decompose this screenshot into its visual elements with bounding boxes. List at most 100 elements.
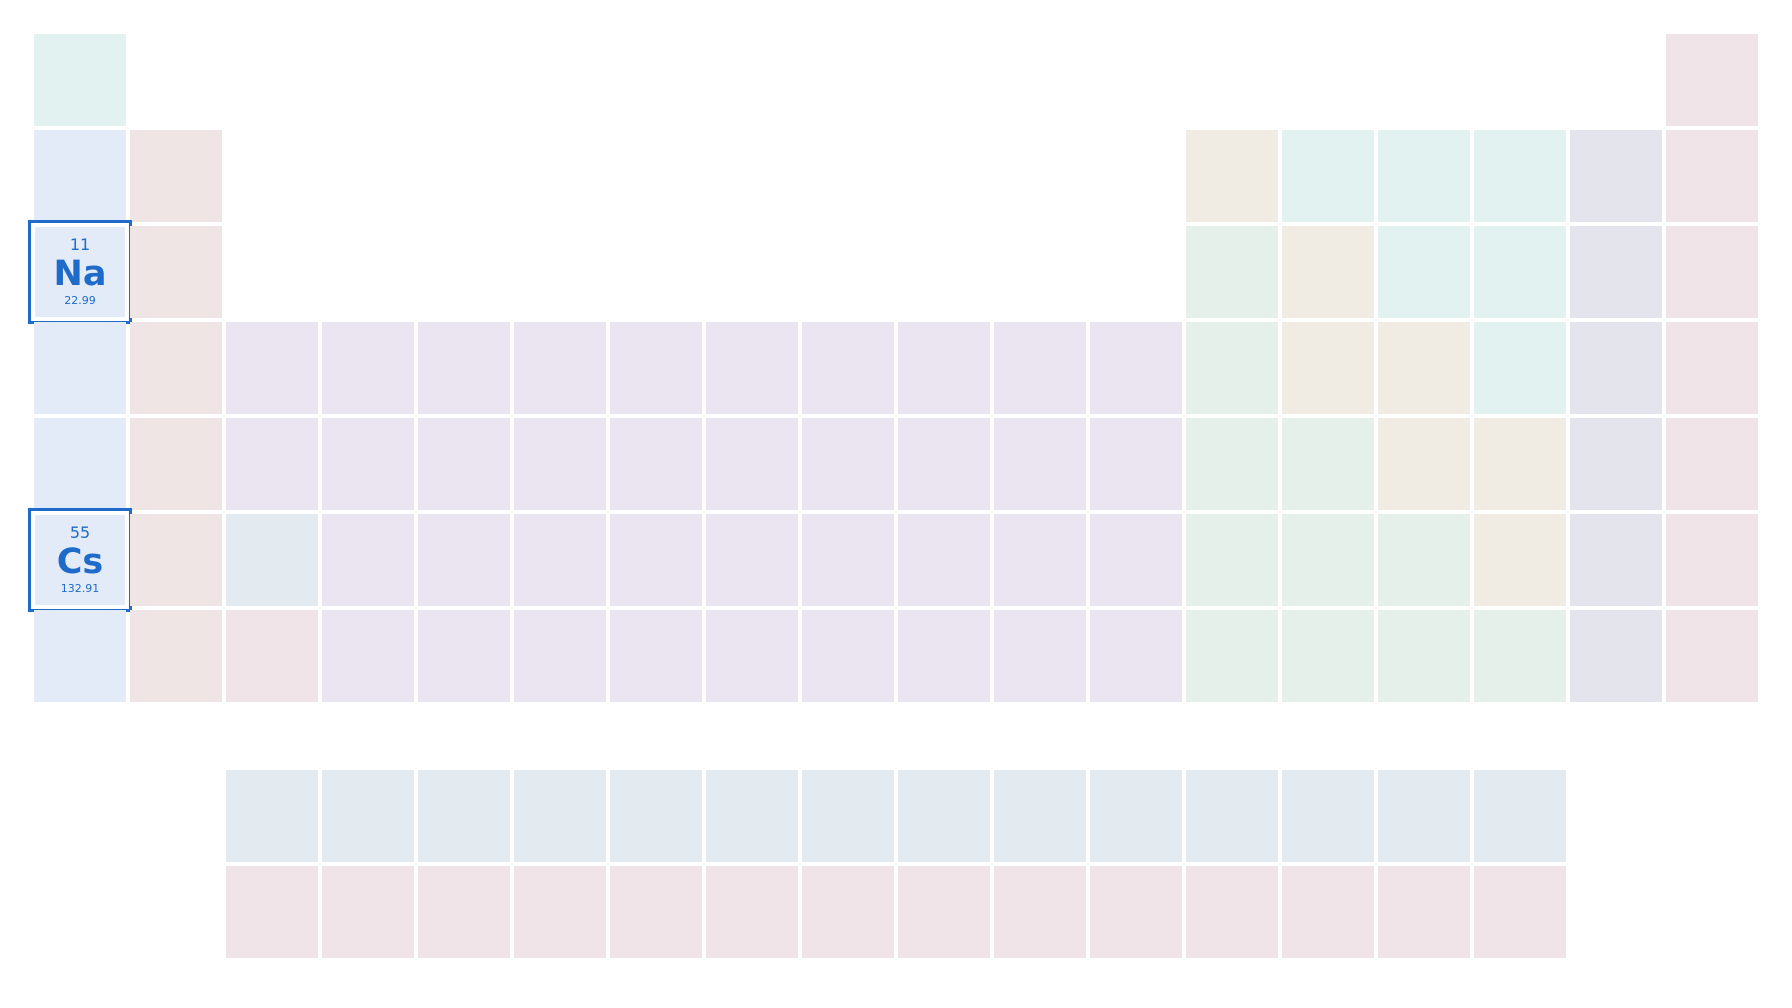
element-cell-transition[interactable] — [322, 610, 414, 702]
element-cell-actinide[interactable] — [802, 866, 894, 958]
element-cell-actinide[interactable] — [226, 866, 318, 958]
element-cell-na[interactable]: 11 Na 22.99 — [28, 220, 132, 324]
element-cell-transition[interactable] — [322, 514, 414, 606]
element-cell-transition[interactable] — [322, 418, 414, 510]
element-cell-transition[interactable] — [898, 514, 990, 606]
element-cell-transition[interactable] — [418, 322, 510, 414]
element-cell-transition[interactable] — [610, 610, 702, 702]
element-cell-transition[interactable] — [1090, 514, 1182, 606]
element-cell-metalloid[interactable] — [1474, 418, 1566, 510]
element-cell-transition[interactable] — [1090, 418, 1182, 510]
element-cell-actinide[interactable] — [994, 866, 1086, 958]
element-cell-transition[interactable] — [802, 610, 894, 702]
element-cell-transition[interactable] — [418, 418, 510, 510]
element-cell-lanthanide[interactable] — [1474, 770, 1566, 862]
element-cell-transition[interactable] — [994, 418, 1086, 510]
element-cell-transition[interactable] — [706, 322, 798, 414]
element-cell-alkaline-earth[interactable] — [130, 226, 222, 318]
element-cell-nonmetal[interactable] — [1474, 130, 1566, 222]
element-cell-transition[interactable] — [706, 610, 798, 702]
element-cell-noble-gas[interactable] — [1666, 514, 1758, 606]
element-cell-post-transition[interactable] — [1282, 418, 1374, 510]
element-cell-transition[interactable] — [994, 514, 1086, 606]
element-cell-lanthanide[interactable] — [226, 770, 318, 862]
element-cell-lanthanide[interactable] — [610, 770, 702, 862]
element-cell-transition[interactable] — [994, 610, 1086, 702]
element-cell-transition[interactable] — [418, 610, 510, 702]
element-cell-lanthanide[interactable] — [706, 770, 798, 862]
element-cell-halogen[interactable] — [1570, 322, 1662, 414]
element-cell-lanthanide[interactable] — [802, 770, 894, 862]
element-cell-lanthanide[interactable] — [418, 770, 510, 862]
element-cell-alkaline-earth[interactable] — [130, 514, 222, 606]
element-cell-lanthanide[interactable] — [1090, 770, 1182, 862]
element-cell-actinide[interactable] — [706, 866, 798, 958]
element-cell-noble-gas[interactable] — [1666, 34, 1758, 126]
element-cell-transition[interactable] — [514, 514, 606, 606]
element-cell-actinide[interactable] — [898, 866, 990, 958]
element-cell-transition[interactable] — [610, 514, 702, 606]
element-cell-actinide[interactable] — [418, 866, 510, 958]
element-cell-lanthanide[interactable] — [1378, 770, 1470, 862]
element-cell-post-transition[interactable] — [1378, 610, 1470, 702]
element-cell-metalloid[interactable] — [1186, 130, 1278, 222]
element-cell-lanthanide[interactable] — [994, 770, 1086, 862]
element-cell-actinide[interactable] — [322, 866, 414, 958]
element-cell-alkali[interactable] — [34, 322, 126, 414]
element-cell-transition[interactable] — [802, 418, 894, 510]
element-cell-post-transition[interactable] — [1378, 514, 1470, 606]
element-cell-nonmetal[interactable] — [1282, 130, 1374, 222]
element-cell-noble-gas[interactable] — [1666, 226, 1758, 318]
element-cell-transition[interactable] — [226, 418, 318, 510]
element-cell-transition[interactable] — [226, 322, 318, 414]
element-cell-metalloid[interactable] — [1474, 514, 1566, 606]
element-cell-actinide[interactable] — [1090, 866, 1182, 958]
element-cell-noble-gas[interactable] — [1666, 418, 1758, 510]
element-cell-metalloid[interactable] — [1378, 418, 1470, 510]
element-cell-transition[interactable] — [514, 418, 606, 510]
element-cell-noble-gas[interactable] — [1666, 610, 1758, 702]
element-cell-post-transition[interactable] — [1186, 322, 1278, 414]
element-cell-post-transition[interactable] — [1186, 514, 1278, 606]
element-cell-metalloid[interactable] — [1282, 226, 1374, 318]
element-cell-alkaline-earth[interactable] — [130, 610, 222, 702]
element-cell-post-transition[interactable] — [1282, 610, 1374, 702]
element-cell-noble-gas[interactable] — [1666, 130, 1758, 222]
element-cell-alkali[interactable] — [34, 130, 126, 222]
element-cell-metalloid[interactable] — [1378, 322, 1470, 414]
element-cell-nonmetal[interactable] — [1378, 226, 1470, 318]
element-cell-transition[interactable] — [514, 322, 606, 414]
element-cell-actinide[interactable] — [1474, 866, 1566, 958]
element-cell-lanthanide[interactable] — [514, 770, 606, 862]
element-cell-transition[interactable] — [706, 514, 798, 606]
element-cell-lanthanide[interactable] — [226, 514, 318, 606]
element-cell-metalloid[interactable] — [1282, 322, 1374, 414]
element-cell-transition[interactable] — [802, 514, 894, 606]
element-cell-actinide[interactable] — [514, 866, 606, 958]
element-cell-halogen[interactable] — [1570, 130, 1662, 222]
element-cell-nonmetal[interactable] — [1474, 322, 1566, 414]
element-cell-transition[interactable] — [706, 418, 798, 510]
element-cell-alkaline-earth[interactable] — [130, 130, 222, 222]
element-cell-alkaline-earth[interactable] — [130, 322, 222, 414]
element-cell-transition[interactable] — [994, 322, 1086, 414]
element-cell-alkaline-earth[interactable] — [130, 418, 222, 510]
element-cell-transition[interactable] — [322, 322, 414, 414]
element-cell-transition[interactable] — [898, 610, 990, 702]
element-cell-transition[interactable] — [1090, 610, 1182, 702]
element-cell-lanthanide[interactable] — [322, 770, 414, 862]
element-cell-actinide[interactable] — [1186, 866, 1278, 958]
element-cell-halogen[interactable] — [1570, 610, 1662, 702]
element-cell-nonmetal[interactable] — [1474, 226, 1566, 318]
element-cell-transition[interactable] — [610, 322, 702, 414]
element-cell-actinide[interactable] — [226, 610, 318, 702]
element-cell-alkali[interactable] — [34, 610, 126, 702]
element-cell-transition[interactable] — [1090, 322, 1182, 414]
element-cell-lanthanide[interactable] — [1282, 770, 1374, 862]
element-cell-alkali[interactable] — [34, 418, 126, 510]
element-cell-transition[interactable] — [802, 322, 894, 414]
element-cell-nonmetal[interactable] — [1378, 130, 1470, 222]
element-cell-post-transition[interactable] — [1186, 226, 1278, 318]
element-cell-post-transition[interactable] — [1186, 610, 1278, 702]
element-cell-post-transition[interactable] — [1282, 514, 1374, 606]
